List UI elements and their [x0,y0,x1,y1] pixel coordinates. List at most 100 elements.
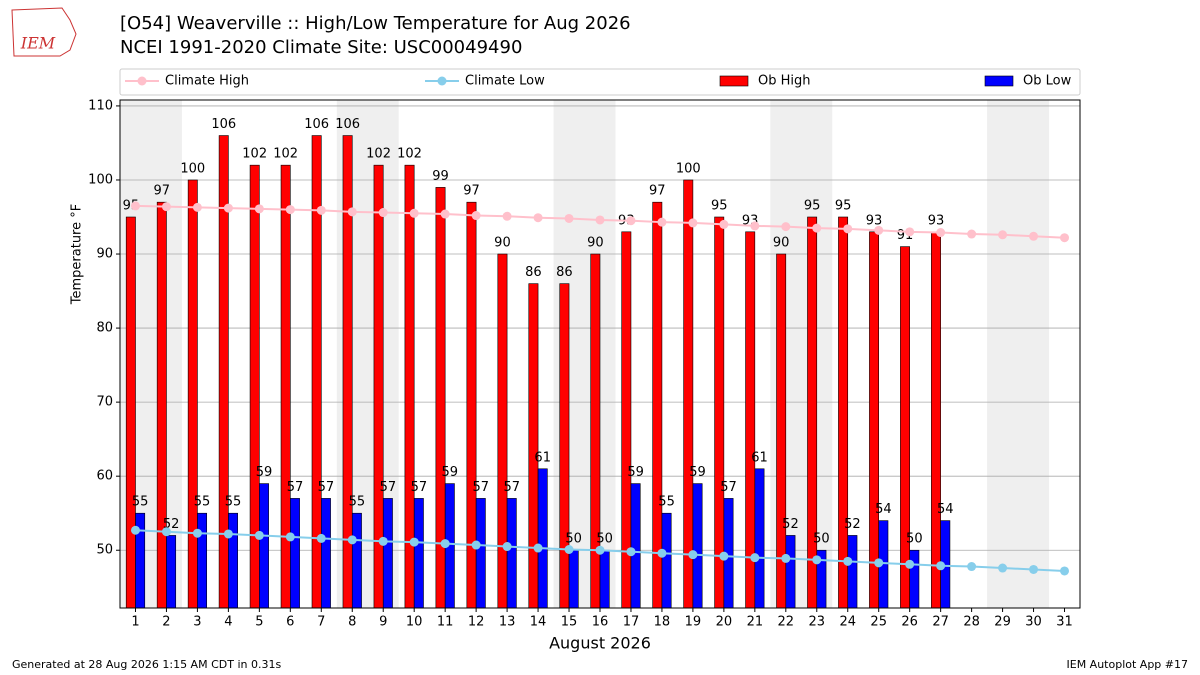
value-label: 97 [649,184,666,199]
bar [661,512,672,609]
bar [568,549,579,609]
x-tick-label: 15 [561,615,578,630]
line-marker [1029,564,1039,574]
logo: IEM [11,7,77,57]
line-marker [905,227,915,237]
legend-marker [137,76,147,86]
y-tick-label: 80 [96,321,113,336]
x-tick-label: 30 [1025,615,1042,630]
legend-swatch [719,75,749,87]
line-marker [409,208,419,218]
bar [125,216,136,609]
value-label: 55 [132,495,149,510]
line-marker [533,213,543,223]
x-tick-label: 19 [685,615,702,630]
value-label: 95 [711,199,728,214]
x-tick-label: 7 [317,615,325,630]
value-label: 59 [627,465,644,480]
x-tick-label: 8 [348,615,356,630]
x-tick-label: 22 [778,615,795,630]
line-marker [750,221,760,231]
y-tick-label: 50 [96,543,113,558]
line-marker [936,228,946,238]
bar [351,512,362,609]
logo-text: IEM [20,34,56,53]
value-label: 57 [473,480,490,495]
x-tick-label: 16 [592,615,609,630]
line-marker [843,556,853,566]
line-marker [1060,566,1070,576]
bar [807,216,818,609]
line-marker [874,225,884,235]
line-marker [1060,233,1070,243]
value-label: 57 [411,480,428,495]
legend-label: Ob Low [1023,74,1072,89]
value-label: 55 [225,495,242,510]
line-marker [905,559,915,569]
line-marker [192,202,202,212]
value-label: 102 [242,147,267,162]
line-marker [471,211,481,221]
x-tick-label: 23 [809,615,826,630]
value-label: 52 [782,517,799,532]
line-marker [812,555,822,565]
line-marker [533,543,543,553]
value-label: 50 [813,532,830,547]
value-label: 59 [442,465,459,480]
value-label: 61 [534,450,551,465]
x-tick-label: 26 [901,615,918,630]
line-marker [657,217,667,227]
line-marker [750,553,760,563]
value-label: 61 [751,450,768,465]
line-marker [161,527,171,537]
x-tick-label: 12 [468,615,485,630]
value-label: 52 [844,517,861,532]
line-marker [161,202,171,212]
value-label: 95 [804,199,821,214]
line-marker [254,204,264,214]
line-marker [998,563,1008,573]
bar [785,535,796,609]
line-marker [471,540,481,550]
bar [259,483,269,609]
line-marker [595,545,605,555]
line-marker [874,558,884,568]
bar [745,231,756,609]
bar [847,535,858,609]
x-tick-label: 13 [499,615,516,630]
bar [166,535,177,609]
line-marker [626,216,636,226]
x-tick-label: 14 [530,615,547,630]
bar [320,498,331,609]
line-marker [688,550,698,560]
bar [630,483,641,609]
x-tick-label: 4 [224,615,232,630]
line-marker [564,213,574,223]
line-marker [316,533,326,543]
line-marker [936,561,946,571]
line-marker [347,207,357,217]
bar [382,498,393,609]
line-marker [223,529,233,539]
line-marker [440,539,450,549]
value-label: 90 [773,236,790,251]
x-tick-label: 20 [716,615,733,630]
bar [280,164,291,609]
line-marker [502,542,512,552]
chart-title: [O54] Weaverville :: High/Low Temperatur… [120,13,631,34]
x-tick-label: 24 [839,615,856,630]
value-label: 57 [720,480,737,495]
value-label: 59 [256,465,273,480]
y-tick-label: 100 [88,172,113,187]
x-axis-label: August 2026 [549,634,651,653]
x-tick-label: 28 [963,615,980,630]
value-label: 57 [503,480,520,495]
value-label: 102 [366,147,391,162]
x-tick-label: 18 [654,615,671,630]
bar [683,179,694,609]
line-marker [781,553,791,563]
x-tick-label: 2 [162,615,170,630]
line-marker [378,208,388,218]
line-marker [843,224,853,234]
